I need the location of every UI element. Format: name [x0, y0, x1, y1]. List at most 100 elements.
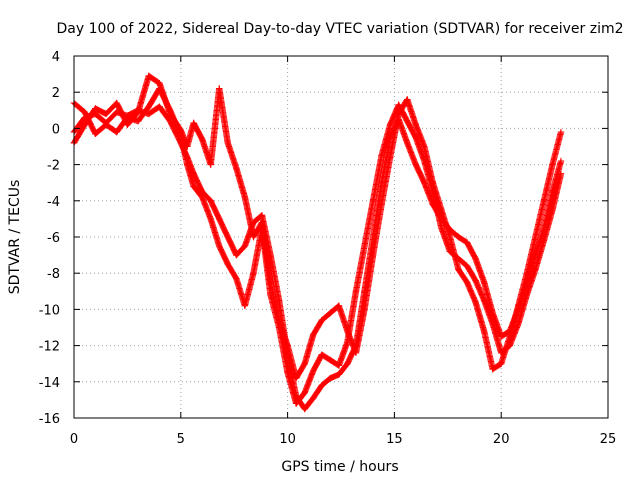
data-point: [327, 356, 334, 364]
y-tick-labels: -16 -14 -12 -10 -8 -6 -4 -2 0 2 4: [39, 50, 60, 427]
data-point: [463, 262, 471, 270]
data-point: [284, 369, 291, 376]
y-tick-label: 0: [52, 122, 60, 137]
data-point: [515, 302, 522, 309]
data-point: [455, 233, 462, 241]
data-point: [216, 85, 223, 92]
y-tick-label: -4: [47, 195, 60, 210]
data-point: [386, 121, 394, 128]
data-point: [241, 193, 249, 201]
data-series: [70, 72, 565, 413]
y-tick-label: -6: [47, 231, 60, 246]
data-point: [318, 351, 325, 358]
y-tick-label: -12: [39, 340, 60, 355]
data-point: [335, 362, 343, 369]
data-point: [92, 130, 99, 138]
data-point: [549, 188, 556, 195]
data-point: [275, 317, 283, 324]
data-point: [241, 242, 249, 250]
data-point: [472, 298, 479, 306]
data-point: [532, 266, 539, 273]
data-point: [361, 306, 368, 313]
data-point: [549, 161, 556, 168]
data-point: [557, 128, 565, 136]
data-point: [145, 72, 152, 80]
data-point: [480, 279, 488, 286]
data-point: [463, 239, 471, 246]
data-point: [258, 219, 266, 226]
data-point: [344, 360, 351, 367]
data-point: [124, 121, 131, 128]
data-point: [412, 161, 419, 168]
data-point: [480, 327, 488, 335]
data-point: [145, 103, 152, 110]
data-point: [446, 233, 454, 241]
data-point: [216, 242, 223, 250]
data-point: [301, 389, 308, 396]
data-point: [523, 270, 531, 277]
data-point: [532, 233, 539, 241]
data-point: [489, 320, 496, 328]
data-point: [224, 260, 231, 268]
data-point: [310, 367, 317, 375]
data-point: [81, 108, 88, 116]
data-point: [113, 99, 120, 107]
data-point: [404, 117, 411, 125]
data-point: [310, 394, 317, 402]
data-point: [190, 183, 197, 190]
data-point: [540, 197, 548, 204]
data-point: [190, 119, 197, 127]
data-point: [395, 110, 402, 118]
data-point: [145, 110, 152, 118]
data-point: [378, 201, 385, 208]
data-point: [250, 270, 257, 277]
data-point: [472, 255, 479, 262]
data-point: [472, 277, 479, 284]
x-tick-label: 20: [493, 432, 510, 447]
y-tick-label: 4: [52, 50, 60, 65]
data-point: [352, 349, 360, 357]
axis-ticks: [73, 55, 609, 419]
data-point: [318, 317, 325, 324]
data-point: [156, 79, 163, 87]
data-point: [292, 400, 300, 407]
data-point: [404, 96, 411, 103]
data-point: [250, 233, 257, 241]
data-point: [344, 327, 351, 335]
data-point: [207, 215, 214, 223]
data-point: [412, 134, 419, 141]
data-point: [369, 251, 377, 259]
data-point: [102, 110, 110, 118]
data-point: [438, 206, 445, 214]
y-tick-label: -8: [47, 267, 60, 282]
data-point: [216, 215, 223, 223]
chart-title: Day 100 of 2022, Sidereal Day-to-day VTE…: [57, 21, 624, 37]
y-tick-label: -10: [39, 303, 60, 318]
data-point: [421, 179, 428, 186]
data-point: [498, 360, 505, 367]
data-point: [207, 197, 214, 204]
x-tick-label: 5: [177, 432, 185, 447]
data-point: [292, 374, 300, 382]
data-point: [386, 154, 394, 161]
data-point: [480, 297, 488, 304]
data-point: [81, 121, 88, 128]
data-point: [404, 139, 411, 147]
y-tick-label: -2: [47, 159, 60, 174]
data-point: [224, 233, 231, 241]
series-track-c: [70, 72, 565, 382]
data-point: [498, 333, 505, 340]
y-tick-label: -16: [39, 412, 60, 427]
data-point: [267, 279, 274, 286]
data-point: [540, 237, 548, 244]
data-point: [233, 165, 240, 172]
data-point: [233, 251, 240, 259]
data-point: [421, 143, 428, 150]
data-point: [134, 117, 142, 125]
data-point: [184, 143, 191, 150]
data-point: [241, 302, 249, 309]
data-point: [327, 309, 334, 317]
data-point: [102, 121, 110, 128]
data-point: [557, 170, 565, 177]
